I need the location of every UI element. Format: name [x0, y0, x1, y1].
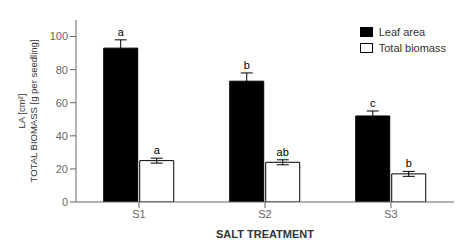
svg-text:SALT TREATMENT: SALT TREATMENT	[216, 228, 314, 240]
svg-text:TOTAL BIOMASS [g per seedling]: TOTAL BIOMASS [g per seedling]	[28, 40, 39, 183]
html-text:Total biomass: Total biomass	[378, 42, 446, 54]
svg-text:S3: S3	[384, 208, 397, 220]
svg-text:LA [cm²]: LA [cm²]	[16, 94, 27, 129]
svg-text:a: a	[118, 26, 125, 38]
svg-text:S1: S1	[132, 208, 145, 220]
svg-text:20: 20	[56, 163, 68, 175]
svg-text:c: c	[370, 97, 376, 109]
svg-text:60: 60	[56, 97, 68, 109]
svg-text:80: 80	[56, 64, 68, 76]
svg-text:ab: ab	[277, 146, 289, 158]
svg-text:100: 100	[50, 30, 68, 42]
html-text:Leaf area: Leaf area	[378, 26, 426, 38]
svg-text:b: b	[406, 157, 412, 169]
svg-text:0: 0	[62, 196, 68, 208]
svg-text:S2: S2	[258, 208, 271, 220]
svg-text:b: b	[244, 59, 250, 71]
svg-text:a: a	[154, 144, 161, 156]
svg-text:40: 40	[56, 130, 68, 142]
